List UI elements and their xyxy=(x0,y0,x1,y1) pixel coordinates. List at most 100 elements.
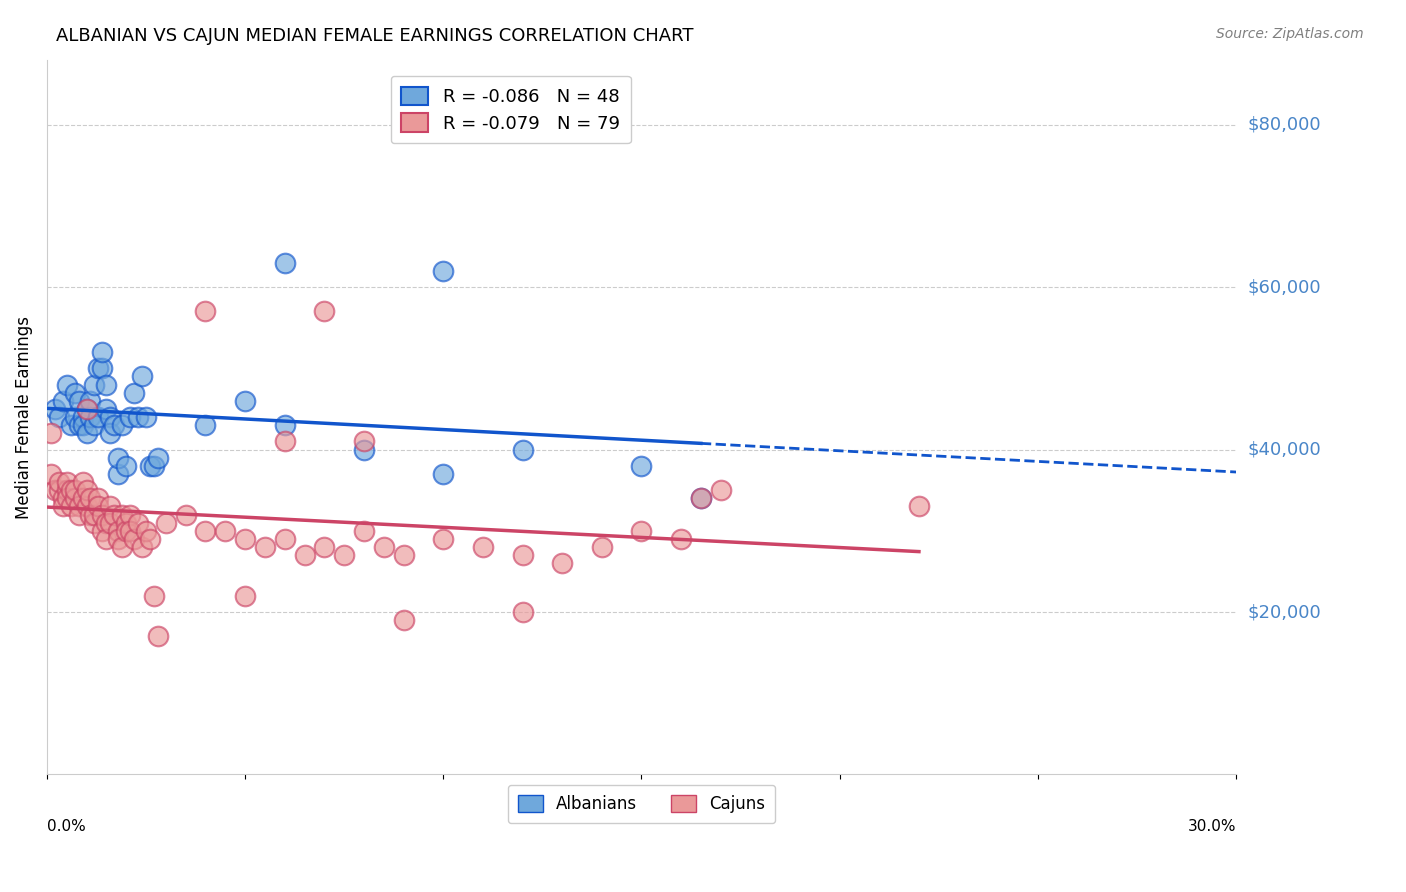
Point xyxy=(91,508,114,522)
Point xyxy=(111,418,134,433)
Point xyxy=(512,605,534,619)
Point xyxy=(630,458,652,473)
Point xyxy=(131,369,153,384)
Point xyxy=(83,377,105,392)
Point xyxy=(233,532,256,546)
Point xyxy=(72,475,94,489)
Point xyxy=(139,532,162,546)
Point xyxy=(63,483,86,497)
Text: $60,000: $60,000 xyxy=(1249,278,1322,296)
Point xyxy=(194,418,217,433)
Point xyxy=(48,483,70,497)
Point xyxy=(48,410,70,425)
Point xyxy=(146,450,169,465)
Point xyxy=(76,401,98,416)
Point xyxy=(274,255,297,269)
Point xyxy=(142,589,165,603)
Point xyxy=(103,508,125,522)
Point xyxy=(83,516,105,530)
Point xyxy=(690,491,713,506)
Point xyxy=(91,524,114,538)
Point xyxy=(63,410,86,425)
Point xyxy=(83,418,105,433)
Point xyxy=(96,532,118,546)
Point xyxy=(353,524,375,538)
Point xyxy=(98,500,121,514)
Point xyxy=(48,475,70,489)
Point xyxy=(55,475,77,489)
Point xyxy=(72,410,94,425)
Point xyxy=(710,483,733,497)
Point xyxy=(120,524,142,538)
Point xyxy=(314,540,336,554)
Point xyxy=(96,377,118,392)
Point xyxy=(432,532,454,546)
Point xyxy=(76,500,98,514)
Point xyxy=(67,500,90,514)
Point xyxy=(107,467,129,481)
Point xyxy=(135,524,157,538)
Point xyxy=(353,434,375,449)
Point xyxy=(72,491,94,506)
Point xyxy=(96,401,118,416)
Point xyxy=(233,393,256,408)
Point xyxy=(630,524,652,538)
Text: $40,000: $40,000 xyxy=(1249,441,1322,458)
Point xyxy=(59,418,82,433)
Point xyxy=(76,426,98,441)
Point xyxy=(103,418,125,433)
Point xyxy=(67,418,90,433)
Point xyxy=(155,516,177,530)
Point xyxy=(107,524,129,538)
Point xyxy=(432,467,454,481)
Point xyxy=(690,491,713,506)
Point xyxy=(392,548,415,562)
Point xyxy=(142,458,165,473)
Text: $20,000: $20,000 xyxy=(1249,603,1322,621)
Point xyxy=(87,410,110,425)
Point xyxy=(44,401,66,416)
Point xyxy=(353,442,375,457)
Point xyxy=(122,532,145,546)
Point xyxy=(373,540,395,554)
Point xyxy=(432,264,454,278)
Point xyxy=(146,629,169,643)
Point xyxy=(274,434,297,449)
Point xyxy=(52,500,75,514)
Point xyxy=(91,361,114,376)
Point xyxy=(294,548,316,562)
Point xyxy=(39,426,62,441)
Point xyxy=(87,491,110,506)
Point xyxy=(87,500,110,514)
Point xyxy=(107,450,129,465)
Point xyxy=(512,442,534,457)
Point xyxy=(79,491,101,506)
Text: 30.0%: 30.0% xyxy=(1188,819,1236,834)
Point xyxy=(76,483,98,497)
Point xyxy=(72,418,94,433)
Point xyxy=(512,548,534,562)
Point xyxy=(63,491,86,506)
Point xyxy=(76,401,98,416)
Point xyxy=(194,304,217,318)
Point xyxy=(111,540,134,554)
Point xyxy=(131,540,153,554)
Point xyxy=(139,458,162,473)
Point xyxy=(111,508,134,522)
Point xyxy=(233,589,256,603)
Point xyxy=(39,467,62,481)
Point xyxy=(44,483,66,497)
Point xyxy=(551,556,574,570)
Point xyxy=(471,540,494,554)
Point xyxy=(55,377,77,392)
Point xyxy=(174,508,197,522)
Point xyxy=(392,613,415,627)
Point xyxy=(67,393,90,408)
Point xyxy=(115,458,138,473)
Text: $80,000: $80,000 xyxy=(1249,116,1322,134)
Point xyxy=(79,393,101,408)
Point xyxy=(115,516,138,530)
Text: 0.0%: 0.0% xyxy=(46,819,86,834)
Point xyxy=(333,548,356,562)
Point xyxy=(115,524,138,538)
